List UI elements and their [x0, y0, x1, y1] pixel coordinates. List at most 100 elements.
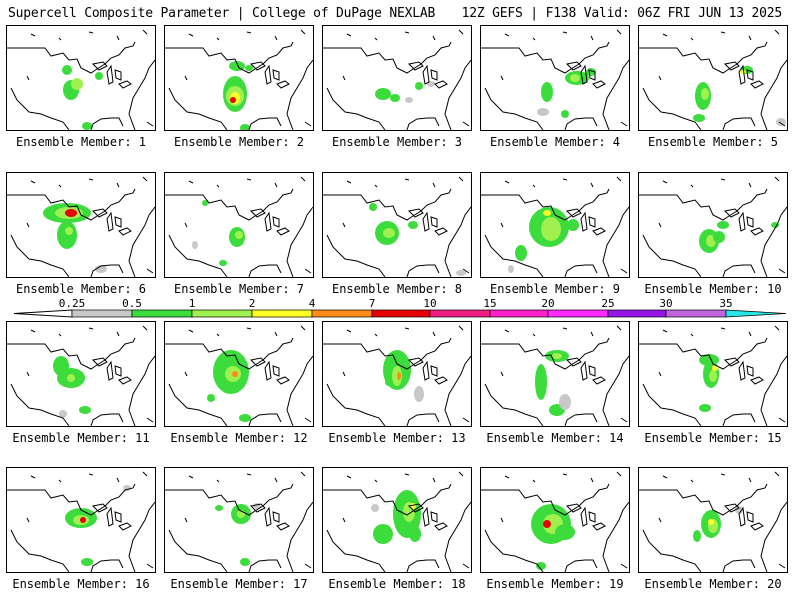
border-line — [7, 188, 136, 221]
coastline — [642, 355, 787, 426]
great-lakes — [91, 503, 132, 531]
islands — [658, 176, 786, 274]
great-lakes — [249, 61, 290, 89]
border-line — [323, 188, 452, 221]
scp-contour — [693, 114, 705, 122]
colorbar-tick-label: 15 — [483, 297, 496, 310]
coastline — [326, 206, 471, 277]
scp-shading — [62, 65, 103, 130]
great-lakes — [565, 503, 606, 531]
scp-contour — [771, 222, 779, 228]
ensemble-member-map-4 — [480, 25, 630, 131]
scp-contour — [555, 524, 575, 540]
coastline — [642, 501, 787, 572]
colorbar-segment — [251, 309, 313, 318]
scp-map — [639, 29, 787, 130]
scp-contour — [245, 65, 253, 71]
scp-shading — [375, 81, 435, 103]
scp-contour — [456, 270, 466, 276]
scp-contour — [232, 371, 238, 377]
ensemble-member-label: Ensemble Member: 3 — [331, 135, 463, 149]
ensemble-member-map-5 — [638, 25, 788, 131]
border-line — [165, 188, 294, 221]
scp-shading — [207, 350, 251, 422]
colorbar-tick-label: 30 — [659, 297, 672, 310]
colorbar-tick-label: 1 — [189, 297, 196, 310]
scp-contour — [397, 372, 401, 380]
coastline — [10, 59, 155, 130]
scp-contour — [414, 386, 424, 402]
scp-map — [481, 176, 629, 277]
great-lakes — [407, 503, 448, 531]
scp-map — [639, 176, 787, 277]
colorbar-segment — [371, 309, 431, 318]
ensemble-member-map-14 — [480, 321, 630, 427]
scp-contour — [59, 410, 67, 418]
scp-map — [639, 471, 787, 572]
chart-title: Supercell Composite Parameter | College … — [8, 6, 436, 21]
scp-contour — [82, 122, 92, 130]
scp-contour — [552, 353, 562, 359]
coastline — [168, 206, 313, 277]
scp-map — [323, 29, 471, 130]
scp-contour — [383, 228, 395, 238]
scp-contour — [536, 562, 546, 570]
ensemble-member-label: Ensemble Member: 2 — [173, 135, 305, 149]
ensemble-member-label: Ensemble Member: 16 — [12, 577, 150, 591]
colorbar-under-arrow — [13, 309, 73, 318]
ensemble-member-label: Ensemble Member: 11 — [12, 431, 150, 445]
coastline — [642, 206, 787, 277]
great-lakes — [723, 503, 764, 531]
great-lakes — [565, 357, 606, 385]
colorbar-segment — [725, 309, 787, 318]
scp-map — [7, 29, 155, 130]
coastline — [484, 206, 629, 277]
ensemble-member-label: Ensemble Member: 5 — [647, 135, 779, 149]
scp-contour — [693, 530, 701, 542]
coastline — [10, 501, 155, 572]
islands — [342, 471, 470, 569]
colorbar-segment — [547, 309, 609, 318]
ensemble-member-map-6 — [6, 172, 156, 278]
scp-shading — [699, 354, 719, 412]
ensemble-member-label: Ensemble Member: 12 — [170, 431, 308, 445]
border-line — [7, 337, 136, 370]
scp-map — [323, 471, 471, 572]
ensemble-member-map-18 — [322, 467, 472, 573]
scp-contour — [62, 65, 72, 75]
great-lakes — [723, 208, 764, 236]
coastline — [642, 59, 787, 130]
scp-shading — [43, 203, 107, 273]
scp-map — [7, 325, 155, 426]
border-line — [639, 337, 768, 370]
islands — [500, 29, 628, 127]
ensemble-member-label: Ensemble Member: 15 — [644, 431, 782, 445]
coastline — [10, 355, 155, 426]
border-line — [323, 41, 452, 74]
ensemble-member-map-2 — [164, 25, 314, 131]
ensemble-member-label: Ensemble Member: 20 — [644, 577, 782, 591]
colorbar-tick-label: 2 — [249, 297, 256, 310]
ensemble-member-map-8 — [322, 172, 472, 278]
islands — [26, 29, 154, 127]
great-lakes — [565, 61, 606, 89]
islands — [342, 176, 470, 274]
scp-contour — [65, 227, 73, 235]
coastline — [484, 59, 629, 130]
great-lakes — [565, 208, 606, 236]
colorbar-segment — [607, 309, 667, 318]
border-line — [7, 41, 136, 74]
scp-contour — [240, 558, 250, 566]
ensemble-member-label: Ensemble Member: 19 — [486, 577, 624, 591]
ensemble-member-label: Ensemble Member: 4 — [489, 135, 621, 149]
ensemble-member-map-15 — [638, 321, 788, 427]
islands — [184, 176, 312, 274]
colorbar-tick-label: 20 — [541, 297, 554, 310]
coastline — [168, 59, 313, 130]
scp-contour — [712, 365, 718, 371]
great-lakes — [91, 357, 132, 385]
border-line — [639, 188, 768, 221]
scp-contour — [239, 414, 251, 422]
colorbar-tick-label: 7 — [369, 297, 376, 310]
scp-shading — [53, 356, 91, 418]
